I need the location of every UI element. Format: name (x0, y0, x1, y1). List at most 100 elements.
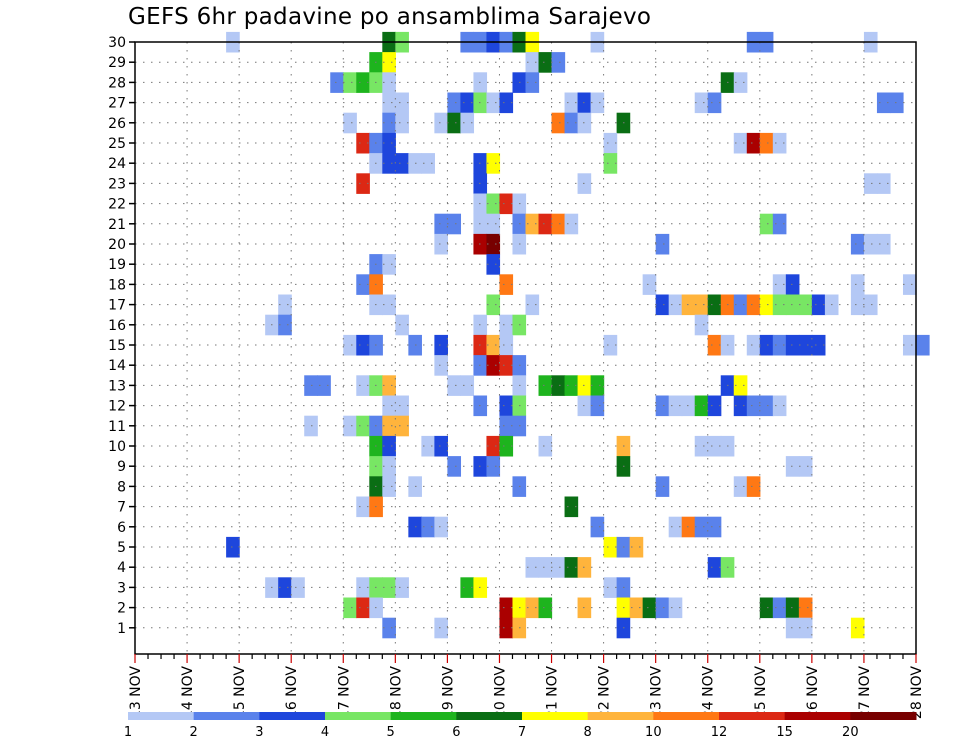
heatmap-cell (525, 294, 540, 316)
heatmap-cell (759, 597, 774, 619)
heatmap-cell (694, 516, 709, 538)
heatmap-cell (603, 577, 618, 598)
heatmap-cell (421, 153, 435, 174)
heatmap-cell (916, 334, 930, 356)
heatmap-cell (746, 132, 761, 154)
heatmap-cell (226, 536, 240, 558)
heatmap-cell (707, 516, 722, 538)
legend-label: 3 (255, 725, 263, 740)
x-tick-label: 21 NOV (545, 666, 561, 720)
heatmap-cell (356, 334, 370, 356)
heatmap-cell (694, 435, 709, 457)
heatmap-cell (486, 193, 501, 215)
y-tick-label: 27 (108, 96, 126, 112)
heatmap-cell (707, 92, 722, 114)
heatmap-cell (772, 395, 787, 417)
heatmap-cell (382, 395, 396, 417)
heatmap-cell (356, 597, 370, 619)
heatmap-cell (902, 274, 917, 295)
heatmap-cell (499, 435, 514, 457)
y-tick-label: 5 (117, 540, 126, 556)
heatmap-cell (343, 415, 357, 437)
heatmap-cell (317, 375, 331, 396)
heatmap-cell (382, 52, 396, 73)
heatmap-cell (343, 112, 357, 134)
heatmap-cell (499, 92, 514, 114)
heatmap-cell (447, 456, 462, 477)
heatmap-cell (551, 375, 566, 396)
heatmap-cell (785, 334, 800, 356)
heatmap-cell (642, 597, 657, 619)
x-tick-label: 15 NOV (232, 666, 248, 720)
heatmap-cell (525, 72, 540, 93)
heatmap-cell (447, 92, 462, 114)
heatmap-cell (590, 516, 605, 538)
heatmap-cell (668, 597, 683, 619)
legend-label: 20 (842, 725, 859, 740)
y-tick-label: 1 (117, 621, 126, 637)
heatmap-cell (434, 112, 448, 134)
heatmap-cell (772, 294, 787, 316)
heatmap-cell (798, 617, 813, 639)
heatmap-cell (356, 415, 370, 437)
heatmap-cell (551, 52, 566, 73)
heatmap-cell (499, 597, 514, 619)
heatmap-cell (525, 557, 540, 578)
heatmap-cell (850, 294, 865, 316)
y-tick-label: 29 (108, 55, 126, 71)
y-tick-label: 6 (117, 520, 126, 536)
x-tick-label: 25 NOV (753, 666, 769, 720)
heatmap-cell (460, 375, 475, 396)
heatmap-cell (356, 274, 370, 295)
legend-label: 8 (584, 725, 592, 740)
heatmap-cell (447, 112, 462, 134)
y-tick-label: 17 (108, 298, 126, 314)
heatmap-cell (681, 294, 696, 316)
legend-label: 1 (124, 725, 132, 740)
heatmap-cell (486, 92, 501, 114)
heatmap-cell (525, 597, 540, 619)
heatmap-cell (668, 395, 683, 417)
heatmap-cell (395, 112, 409, 134)
heatmap-cell (499, 314, 514, 336)
legend-label: 2 (190, 725, 198, 740)
heatmap-cell (772, 334, 787, 356)
heatmap-cell (655, 294, 670, 316)
heatmap-cell (603, 132, 618, 154)
legend-swatch (390, 712, 457, 720)
heatmap-cell (278, 314, 292, 336)
heatmap-cell (746, 476, 761, 497)
heatmap-cell (382, 294, 396, 316)
heatmap-cell (382, 112, 396, 134)
heatmap-cell (382, 435, 396, 457)
heatmap-cell (395, 395, 409, 417)
legend-swatch (522, 712, 589, 720)
heatmap-cell (460, 112, 475, 134)
heatmap-cell (551, 557, 566, 578)
legend-swatch (193, 712, 260, 720)
y-tick-label: 10 (108, 439, 126, 455)
heatmap-cell (707, 294, 722, 316)
heatmap-cell (486, 233, 501, 255)
x-tick-label: 17 NOV (336, 666, 352, 720)
heatmap-cell (356, 132, 370, 154)
heatmap-cell (382, 456, 396, 477)
heatmap-cell (564, 496, 579, 518)
heatmap-cell (876, 233, 891, 255)
heatmap-cell (382, 254, 396, 275)
heatmap-cell (538, 435, 553, 457)
heatmap-cell (746, 294, 761, 316)
heatmap-cell (382, 153, 396, 174)
heatmap-cell (356, 577, 370, 598)
legend-swatch (587, 712, 654, 720)
y-tick-label: 3 (117, 580, 126, 596)
heatmap-cell (486, 355, 501, 376)
heatmap-cell (707, 557, 722, 578)
heatmap-cell (564, 92, 579, 114)
heatmap-cell (889, 92, 904, 114)
heatmap-cell (772, 213, 787, 235)
heatmap-cell (421, 435, 435, 457)
heatmap-cell (382, 72, 396, 93)
heatmap-cell (382, 476, 396, 497)
heatmap-cell (395, 153, 409, 174)
